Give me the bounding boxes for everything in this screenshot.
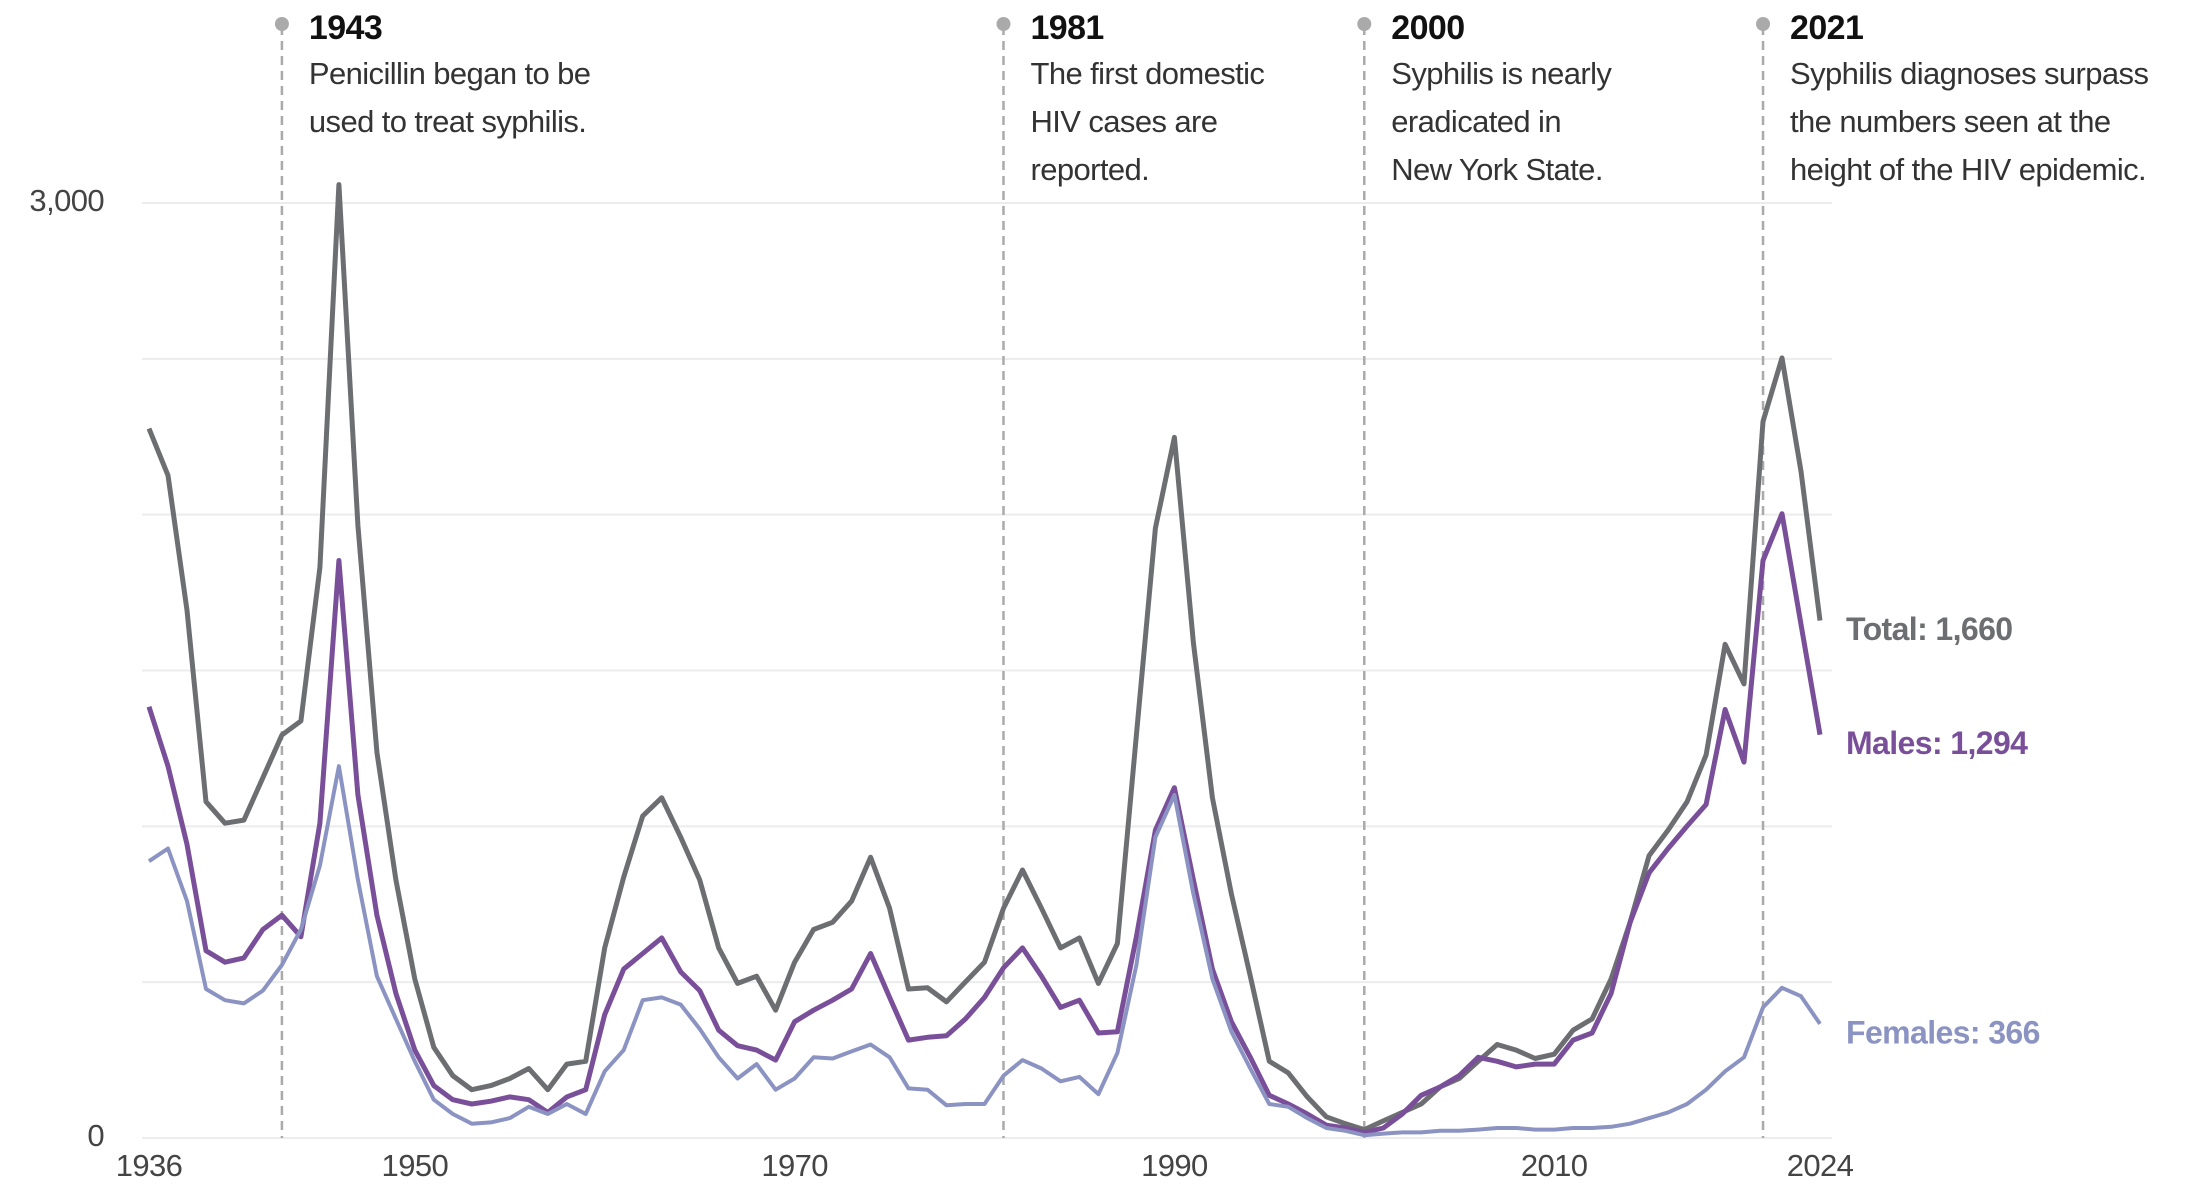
annotation-text: eradicated in xyxy=(1391,104,1561,139)
annotation-pin xyxy=(274,17,289,31)
series-line xyxy=(146,182,1823,1133)
annotation-year: 2000 xyxy=(1391,9,1464,47)
y-tick-label: 0 xyxy=(87,1118,104,1153)
annotation-text: reported. xyxy=(1030,152,1149,187)
annotation-text: HIV cases are xyxy=(1030,104,1217,139)
annotation-year: 1943 xyxy=(309,9,382,47)
x-tick-label: 2010 xyxy=(1521,1148,1588,1183)
annotation-year: 2021 xyxy=(1790,9,1863,47)
series-line xyxy=(146,511,1823,1135)
annotation-text: height of the HIV epidemic. xyxy=(1790,152,2146,187)
x-tick-label: 1950 xyxy=(382,1148,449,1183)
annotation-pin xyxy=(1357,17,1372,31)
annotation-text: Penicillin began to be xyxy=(309,56,591,91)
end-label: Males: 1,294 xyxy=(1846,725,2028,761)
x-tick-label: 1990 xyxy=(1141,1148,1208,1183)
annotation-text: Syphilis is nearly xyxy=(1391,56,1612,91)
annotation-pin xyxy=(1756,17,1771,31)
annotation-pin xyxy=(996,17,1011,31)
annotation-text: the numbers seen at the xyxy=(1790,104,2111,139)
end-label: Females: 366 xyxy=(1846,1014,2040,1050)
x-tick-label: 1936 xyxy=(116,1148,183,1183)
annotation-text: The first domestic xyxy=(1030,56,1264,91)
series-line xyxy=(147,764,1822,1138)
annotation-year: 1981 xyxy=(1030,9,1103,47)
x-tick-label: 2024 xyxy=(1787,1148,1854,1183)
x-tick-label: 1970 xyxy=(761,1148,828,1183)
y-tick-label: 3,000 xyxy=(29,183,104,218)
annotation-text: New York State. xyxy=(1391,152,1603,187)
annotation-text: Syphilis diagnoses surpass xyxy=(1790,56,2148,91)
end-label: Total: 1,660 xyxy=(1846,611,2013,647)
annotation-text: used to treat syphilis. xyxy=(309,104,586,139)
